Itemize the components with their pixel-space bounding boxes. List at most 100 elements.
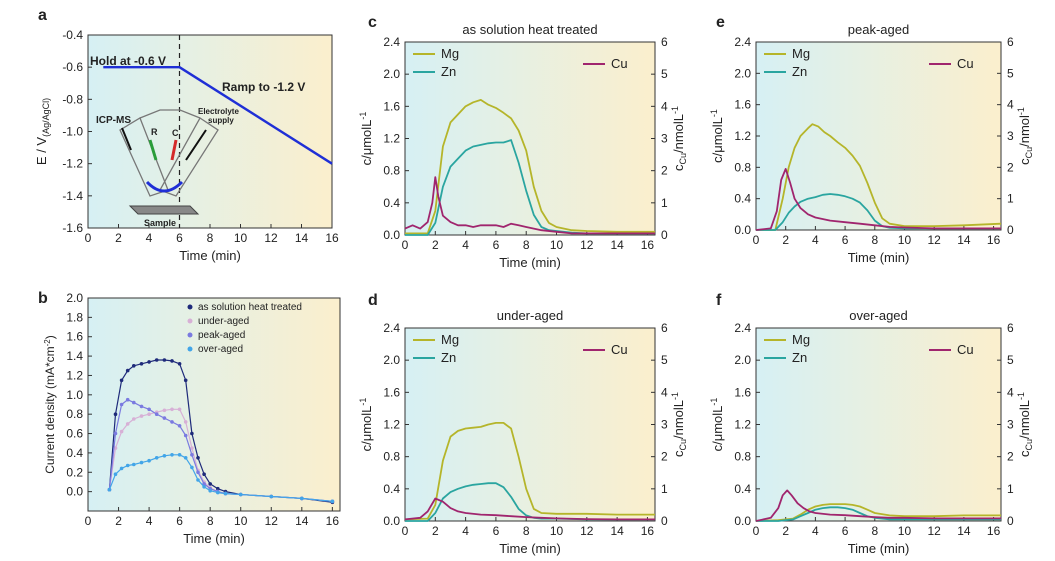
- data-point: [125, 463, 130, 468]
- x-tick-label: 12: [264, 231, 278, 245]
- y-axis-label: E / V(Ag/AgCl): [34, 98, 51, 165]
- legend-label-cu: Cu: [611, 56, 628, 71]
- series-line: [108, 454, 333, 502]
- panel-letter: b: [38, 290, 48, 307]
- y-tick-label: 1.0: [66, 388, 83, 402]
- y2-tick-label: 1: [661, 196, 668, 210]
- plot-background: [756, 42, 1001, 230]
- y-tick-label: 0.0: [66, 485, 83, 499]
- legend: Mg Zn Cu: [413, 332, 628, 365]
- counter-label: C: [172, 128, 179, 138]
- plot-background: [88, 298, 340, 511]
- data-point: [177, 362, 182, 366]
- panel-letter: f: [716, 292, 722, 309]
- y2-tick-label: 0: [661, 228, 668, 242]
- data-point: [300, 496, 304, 501]
- data-point: [238, 492, 243, 497]
- data-point: [183, 378, 188, 383]
- y-tick-label: 2.0: [734, 66, 751, 80]
- y-tick-label: 2.4: [734, 35, 751, 49]
- data-point: [177, 407, 182, 412]
- y-tick-label: -1.2: [62, 157, 83, 171]
- x-tick-label: 6: [842, 233, 849, 247]
- data-point: [183, 433, 188, 438]
- x-axis-label: Time (min): [179, 248, 241, 263]
- y2-tick-label: 0: [1007, 514, 1014, 528]
- y-tick-label: 1.2: [734, 129, 751, 143]
- y-tick-label: 0.4: [383, 196, 400, 210]
- y-axis-label: c/μmolL-1: [709, 398, 725, 452]
- legend-label-mg: Mg: [441, 46, 459, 61]
- x-tick-label: 10: [550, 238, 564, 252]
- y-tick-label: 0.8: [734, 160, 751, 174]
- x-tick-label: 8: [871, 524, 878, 538]
- data-point: [190, 431, 194, 436]
- data-point: [170, 407, 174, 412]
- data-point: [162, 454, 167, 458]
- legend-label: as solution heat treated: [198, 302, 302, 313]
- legend: Mg Zn Cu: [764, 46, 974, 79]
- legend-label-cu: Cu: [611, 342, 628, 357]
- y2-tick-label: 2: [661, 164, 668, 178]
- data-point: [170, 359, 174, 363]
- y2-tick-label: 5: [1007, 353, 1014, 367]
- x-tick-label: 4: [812, 524, 819, 538]
- x-tick-label: 14: [295, 514, 309, 528]
- series-cu: [404, 176, 655, 235]
- data-point: [330, 499, 335, 504]
- y2-tick-label: 3: [661, 418, 668, 432]
- data-point: [177, 424, 182, 428]
- data-point: [162, 416, 167, 420]
- y-tick-label: -0.6: [62, 60, 83, 74]
- y2-tick-label: 2: [1007, 450, 1014, 464]
- x-tick-label: 12: [928, 524, 942, 538]
- data-point: [183, 420, 188, 424]
- y-tick-label: 2.4: [383, 35, 400, 49]
- y-tick-label: 0.4: [734, 482, 751, 496]
- y-tick-label: 2.0: [383, 67, 400, 81]
- y2-tick-label: 1: [1007, 482, 1014, 496]
- x-tick-label: 6: [176, 514, 183, 528]
- data-point: [139, 460, 144, 465]
- x-tick-label: 2: [115, 231, 122, 245]
- data-point: [125, 368, 130, 373]
- x-tick-label: 12: [265, 514, 279, 528]
- x-tick-label: 0: [85, 231, 92, 245]
- y-tick-label: 1.2: [383, 418, 400, 432]
- y-tick-label: 0.0: [734, 223, 751, 237]
- legend: Mg Zn Cu: [764, 332, 974, 365]
- y-tick-label: 0.4: [734, 192, 751, 206]
- y2-tick-label: 4: [661, 385, 668, 399]
- data-point: [154, 358, 159, 362]
- y2-tick-label: 6: [1007, 35, 1014, 49]
- series-line: [108, 359, 333, 503]
- y2-tick-label: 4: [661, 99, 668, 113]
- x-tick-label: 10: [898, 233, 912, 247]
- data-point: [223, 491, 228, 496]
- y2-tick-label: 1: [661, 482, 668, 496]
- sample-plate: [128, 205, 200, 215]
- x-tick-label: 4: [146, 231, 153, 245]
- series-mg: [756, 123, 1002, 231]
- data-point: [216, 490, 220, 495]
- icpms-arrow: [121, 127, 132, 151]
- data-point: [113, 412, 118, 417]
- legend-marker: [187, 318, 193, 324]
- x-tick-label: 8: [207, 514, 214, 528]
- x-axis-label: Time (min): [848, 250, 910, 265]
- y-tick-label: 1.2: [734, 418, 751, 432]
- legend-marker: [187, 332, 193, 338]
- x-tick-label: 12: [580, 524, 594, 538]
- legend-label-zn: Zn: [441, 350, 456, 365]
- data-point: [132, 400, 136, 405]
- panel-letter: d: [368, 292, 378, 309]
- series-mg: [404, 422, 655, 521]
- x-tick-label: 8: [871, 233, 878, 247]
- x-axis-label: Time (min): [499, 541, 561, 556]
- y-tick-label: 0.4: [383, 482, 400, 496]
- x-tick-label: 0: [402, 238, 409, 252]
- data-point: [208, 488, 212, 493]
- x-tick-label: 2: [115, 514, 122, 528]
- y-tick-label: 2.0: [66, 291, 83, 305]
- x-tick-label: 10: [898, 524, 912, 538]
